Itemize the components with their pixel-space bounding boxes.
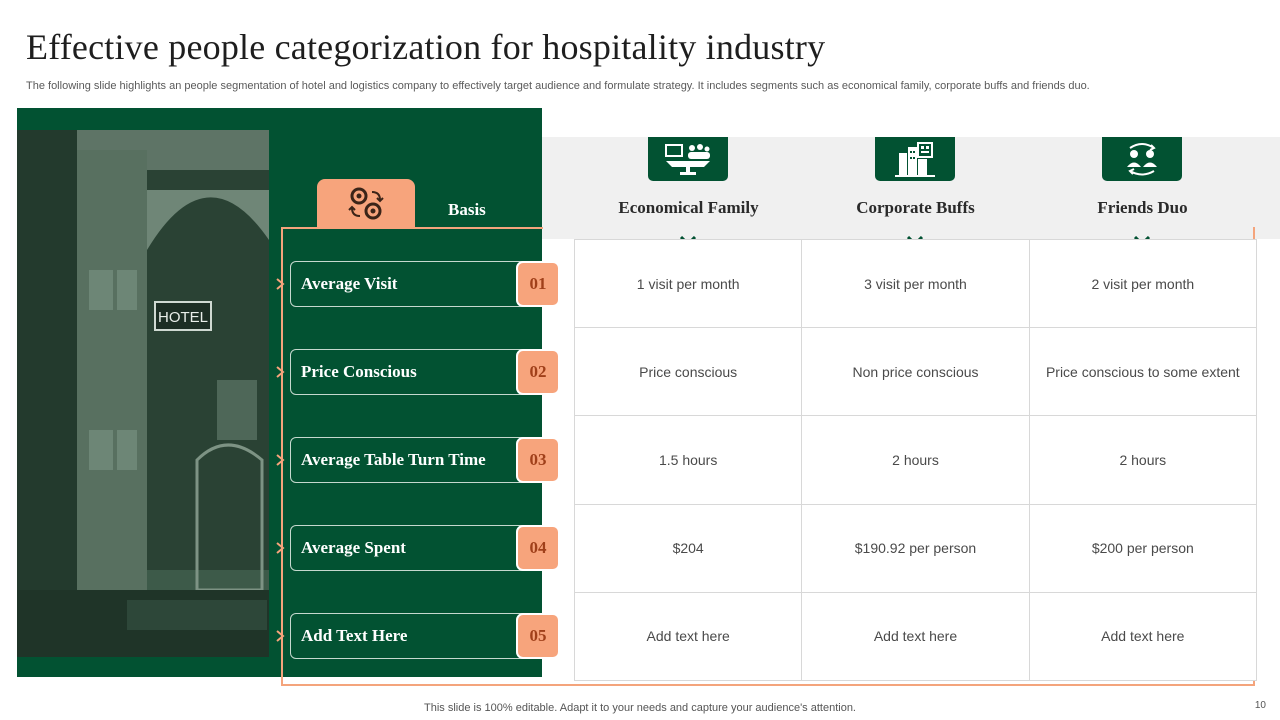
basis-tab xyxy=(317,179,415,229)
row-number-badge: 01 xyxy=(516,261,560,307)
slide-subtitle: The following slide highlights an people… xyxy=(26,80,1090,92)
table-cell: $190.92 per person xyxy=(802,504,1030,593)
row-number-badge: 04 xyxy=(516,525,560,571)
chevron-right-icon xyxy=(276,278,285,290)
people-exchange-icon xyxy=(1127,143,1157,176)
table-cell: Non price conscious xyxy=(802,328,1030,417)
page-number: 10 xyxy=(1254,700,1266,711)
office-buildings-icon xyxy=(895,142,935,177)
table-cell: 3 visit per month xyxy=(802,240,1030,329)
column-icon-economical-family xyxy=(648,137,728,181)
table-cell: $204 xyxy=(575,504,803,593)
row-label-average-visit: Average Visit xyxy=(290,261,548,307)
segmentation-table: 1 visit per month 3 visit per month 2 vi… xyxy=(574,239,1257,681)
table-cell: 1.5 hours xyxy=(575,416,803,505)
table-cell: 2 hours xyxy=(802,416,1030,505)
table-cell: $200 per person xyxy=(1029,504,1257,593)
chevron-right-icon xyxy=(276,366,285,378)
column-header-corporate-buffs: Corporate Buffs xyxy=(856,198,975,217)
table-cell: 2 hours xyxy=(1029,416,1257,505)
column-icon-friends-duo xyxy=(1102,137,1182,181)
chevron-right-icon xyxy=(276,542,285,554)
slide-title: Effective people categorization for hosp… xyxy=(26,27,826,67)
row-label-add-text: Add Text Here xyxy=(290,613,548,659)
table-cell: Add text here xyxy=(802,592,1030,681)
table-cell: Price conscious to some extent xyxy=(1029,328,1257,417)
table-cell: Add text here xyxy=(1029,592,1257,681)
table-cell: 2 visit per month xyxy=(1029,240,1257,329)
row-number-badge: 05 xyxy=(516,613,560,659)
row-label-average-table-turn-time: Average Table Turn Time xyxy=(290,437,548,483)
basis-label: Basis xyxy=(448,200,486,219)
row-label-price-conscious: Price Conscious xyxy=(290,349,548,395)
chevron-right-icon xyxy=(276,454,285,466)
row-number-badge: 03 xyxy=(516,437,560,483)
column-header-friends-duo: Friends Duo xyxy=(1097,198,1188,217)
gears-icon xyxy=(348,187,384,220)
row-number-badge: 02 xyxy=(516,349,560,395)
footer-note: This slide is 100% editable. Adapt it to… xyxy=(424,702,856,714)
column-icon-corporate-buffs xyxy=(875,137,955,181)
family-dining-icon xyxy=(665,144,710,175)
chevron-right-icon xyxy=(276,630,285,642)
table-cell: 1 visit per month xyxy=(575,240,803,329)
hotel-sign-text: HOTEL xyxy=(158,309,208,326)
table-cell: Price conscious xyxy=(575,328,803,417)
table-cell: Add text here xyxy=(575,592,803,681)
row-label-average-spent: Average Spent xyxy=(290,525,548,571)
hotel-photo: HOTEL xyxy=(17,130,269,657)
column-header-economical-family: Economical Family xyxy=(618,198,759,217)
